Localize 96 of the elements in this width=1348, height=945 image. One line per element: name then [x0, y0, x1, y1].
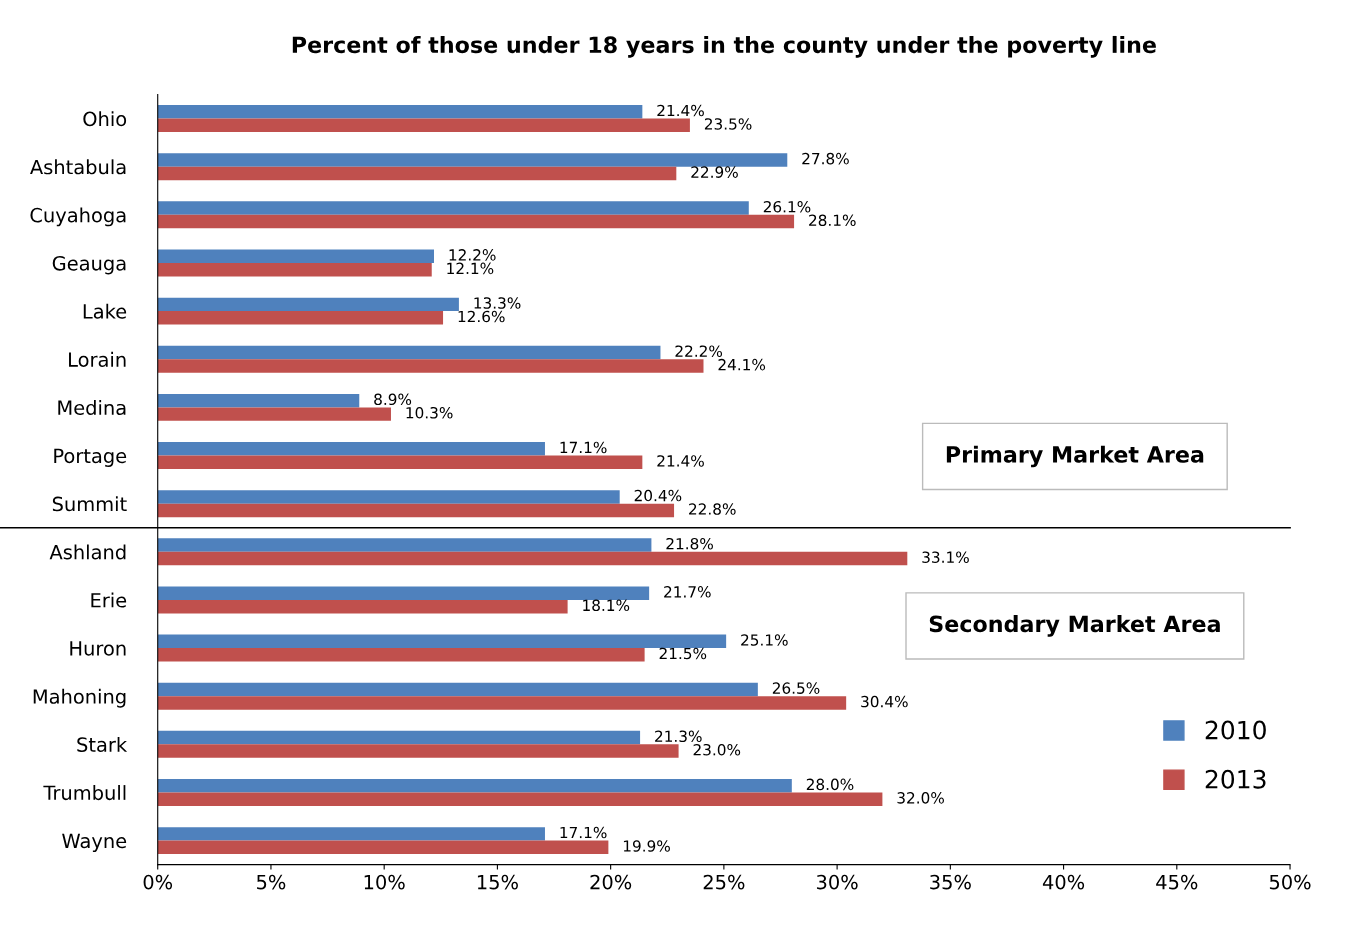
- bar: [157, 118, 690, 133]
- bar: [157, 551, 908, 566]
- y-tick-label: Wayne: [62, 833, 127, 853]
- data-label: 22.8%: [689, 503, 736, 515]
- data-label: 19.9%: [623, 840, 670, 852]
- bar: [157, 407, 391, 421]
- x-tick-label: 50%: [1269, 874, 1311, 890]
- data-label: 22.9%: [691, 166, 738, 178]
- data-label: 30.4%: [861, 695, 908, 708]
- bar: [157, 311, 444, 325]
- data-label: 23.0%: [693, 743, 741, 756]
- data-label: 26.1%: [763, 200, 811, 213]
- bar: [157, 586, 650, 600]
- legend-label: 2013: [1205, 769, 1266, 789]
- y-tick-label: Lake: [83, 303, 127, 319]
- data-label: 24.1%: [718, 358, 766, 371]
- data-label: 17.1%: [560, 826, 607, 839]
- data-label: 26.5%: [772, 682, 820, 694]
- x-tick-label: 10%: [364, 874, 405, 890]
- data-label: 23.5%: [704, 118, 752, 130]
- data-label: 22.2%: [675, 345, 723, 357]
- bar: [157, 840, 609, 855]
- data-label: 10.3%: [406, 407, 453, 419]
- chart-title: Percent of those under 18 years in the county under the poverty line: [292, 35, 1156, 58]
- y-tick-label: Portage: [54, 448, 127, 467]
- bar: [157, 744, 679, 758]
- data-label: 21.3%: [655, 730, 702, 743]
- data-label: 17.1%: [560, 441, 607, 454]
- data-label: 21.4%: [657, 455, 704, 467]
- data-label: 32.0%: [897, 792, 944, 804]
- data-label: 27.8%: [802, 152, 849, 165]
- data-label: 12.6%: [458, 310, 505, 323]
- data-label: 8.9%: [374, 393, 412, 406]
- x-tick-label: 15%: [477, 874, 518, 890]
- data-label: 13.3%: [474, 297, 521, 309]
- bar: [157, 105, 643, 119]
- bar: [157, 345, 661, 360]
- data-label: 18.1%: [583, 599, 630, 612]
- bar: [157, 297, 459, 312]
- bar: [157, 503, 675, 518]
- bar: [157, 792, 883, 806]
- y-tick-label: Ohio: [83, 111, 127, 127]
- data-label: 21.5%: [659, 647, 707, 660]
- x-tick-label: 40%: [1042, 874, 1085, 890]
- y-tick-label: Summit: [52, 496, 127, 512]
- y-tick-label: Geauga: [52, 255, 126, 275]
- bar: [157, 359, 704, 373]
- data-label: 21.8%: [666, 537, 713, 550]
- y-tick-label: Trumbull: [43, 785, 126, 801]
- data-label: 25.1%: [741, 634, 788, 646]
- x-tick-label: 25%: [703, 874, 745, 890]
- y-tick-label: Medina: [58, 400, 126, 416]
- bar: [157, 153, 788, 167]
- x-tick-label: 0%: [143, 874, 173, 890]
- data-label: 28.0%: [806, 778, 854, 791]
- bar: [157, 393, 360, 408]
- x-tick-label: 30%: [816, 874, 858, 890]
- legend-label: 2010: [1205, 720, 1266, 740]
- x-tick-label: 5%: [257, 874, 286, 890]
- bar: [157, 634, 727, 649]
- y-tick-label: Mahoning: [33, 688, 126, 708]
- bar: [157, 455, 643, 469]
- data-label: 12.1%: [447, 262, 494, 275]
- y-tick-label: Stark: [77, 736, 128, 752]
- bar: [157, 827, 545, 841]
- bar: [157, 730, 641, 745]
- y-tick-label: Lorain: [69, 351, 126, 367]
- data-label: 12.2%: [449, 249, 496, 261]
- bar: [157, 778, 792, 793]
- bar: [157, 490, 620, 504]
- data-label: 21.7%: [664, 586, 711, 598]
- bar: [157, 201, 749, 215]
- bar: [157, 648, 645, 662]
- y-tick-label: Cuyahoga: [30, 207, 126, 227]
- bar: [157, 249, 434, 263]
- data-label: 21.4%: [657, 104, 704, 117]
- bar: [157, 442, 545, 456]
- bar: [157, 214, 795, 229]
- y-tick-label: Erie: [91, 592, 127, 608]
- data-label: 28.1%: [809, 214, 856, 227]
- y-tick-label: Ashland: [49, 544, 126, 560]
- data-label: 33.1%: [922, 551, 969, 563]
- annotation: Secondary Market Area: [929, 615, 1220, 637]
- x-tick-label: 20%: [590, 874, 632, 890]
- bar: [157, 262, 432, 277]
- data-label: 20.4%: [634, 489, 682, 502]
- x-tick-label: 45%: [1156, 874, 1198, 890]
- bar: [157, 696, 847, 710]
- x-tick-label: 35%: [930, 874, 971, 890]
- bar: [157, 166, 677, 181]
- y-tick-label: Ashtabula: [30, 159, 126, 175]
- bar: [157, 599, 568, 614]
- bar: [157, 538, 652, 552]
- annotation: Primary Market Area: [946, 445, 1204, 468]
- bar: [157, 682, 758, 697]
- y-tick-label: Huron: [70, 641, 126, 656]
